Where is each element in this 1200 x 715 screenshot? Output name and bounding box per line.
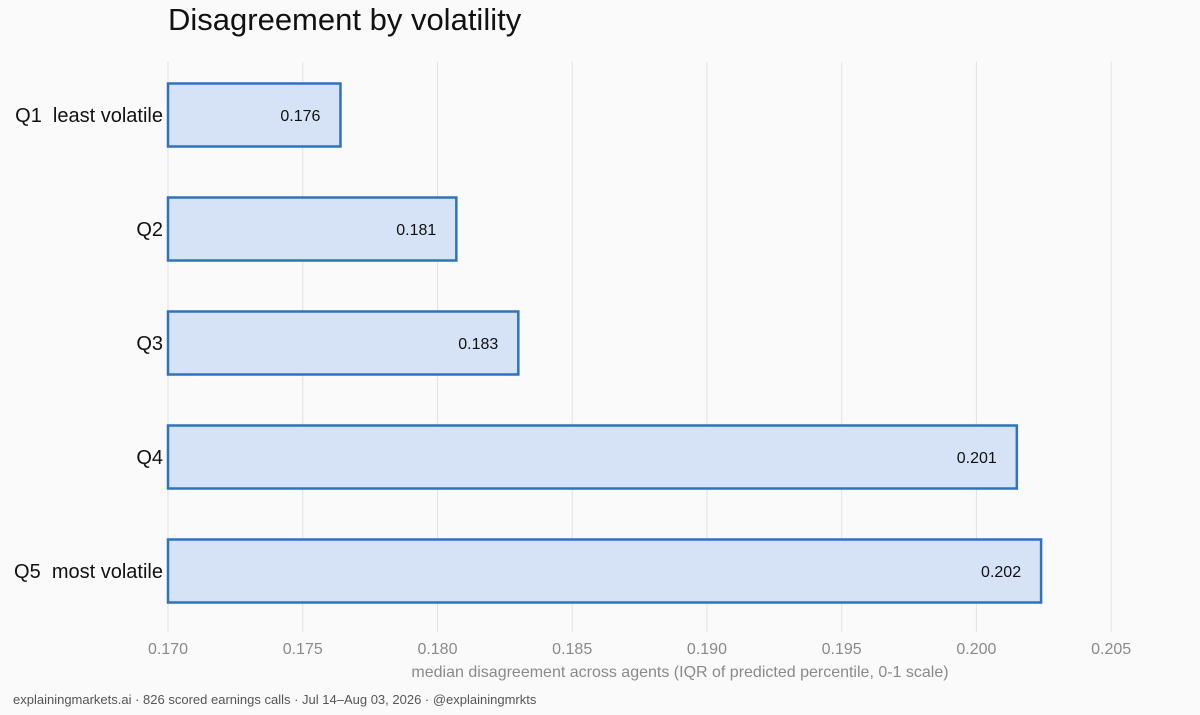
bar-value-label: 0.201 xyxy=(957,450,997,467)
bar xyxy=(166,424,1019,490)
x-tick-label: 0.175 xyxy=(283,641,323,658)
data-labels: 0.176 0.181 0.183 0.201 0.202 xyxy=(280,108,1021,581)
x-tick-label: 0.190 xyxy=(687,641,727,658)
bar-value-label: 0.202 xyxy=(981,564,1021,581)
x-tick-label: 0.205 xyxy=(1091,641,1131,658)
x-tick-label: 0.170 xyxy=(148,641,188,658)
x-axis-label: median disagreement across agents (IQR o… xyxy=(411,664,948,681)
x-tick-label: 0.195 xyxy=(822,641,862,658)
bar xyxy=(166,310,520,376)
bars xyxy=(166,82,1043,604)
bar xyxy=(166,538,1043,604)
x-tick-label: 0.185 xyxy=(552,641,592,658)
category-label: Q4 xyxy=(136,447,163,469)
bar-value-label: 0.176 xyxy=(280,108,320,125)
x-tick-label: 0.180 xyxy=(417,641,457,658)
bar-value-label: 0.183 xyxy=(458,336,498,353)
bar xyxy=(166,82,342,148)
footer-credits: explainingmarkets.ai · 826 scored earnin… xyxy=(13,692,537,707)
category-labels: Q1 least volatile Q2 Q3 Q4 Q5 most volatile xyxy=(14,105,163,583)
category-label: Q1 least volatile xyxy=(15,105,163,127)
chart-title: Disagreement by volatility xyxy=(168,2,522,37)
bar xyxy=(166,196,458,262)
category-label: Q5 most volatile xyxy=(14,561,163,583)
category-label: Q3 xyxy=(136,333,163,355)
category-label: Q2 xyxy=(136,219,163,241)
bar-value-label: 0.181 xyxy=(396,222,436,239)
x-tick-labels: 0.170 0.175 0.180 0.185 0.190 0.195 0.200 0.205 xyxy=(148,641,1131,658)
x-tick-label: 0.200 xyxy=(956,641,996,658)
